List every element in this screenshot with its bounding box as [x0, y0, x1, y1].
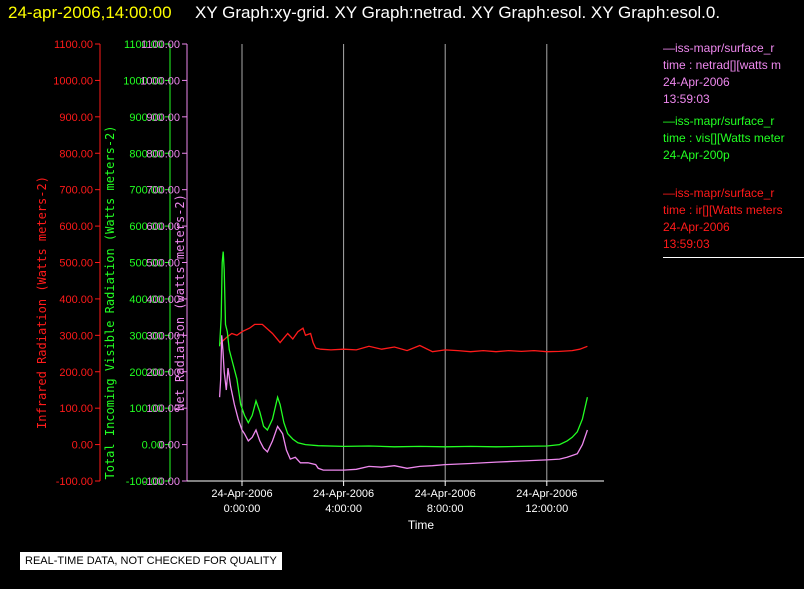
legend-timestamp: 13:59:03 [663, 92, 710, 106]
ir-tick-label: 400.00 [59, 294, 93, 306]
x-tick-date: 24-Apr-2006 [211, 488, 272, 500]
x-tick-date: 24-Apr-2006 [313, 488, 374, 500]
net-tick-label: 500.00 [146, 258, 180, 270]
ir-tick-label: 900.00 [59, 112, 93, 124]
net-tick-label: 100.00 [146, 403, 180, 415]
net-tick-label: -100.00 [143, 476, 180, 488]
vis-tick-label: 800.00 [129, 148, 163, 160]
x-tick-time: 0:00:00 [224, 503, 261, 515]
x-axis-title: Time [408, 518, 435, 532]
vis-tick-label: 400.00 [129, 294, 163, 306]
vis-axis-label: Total Incoming Visible Radiation (Watts … [103, 125, 117, 479]
net-series-line [218, 335, 589, 471]
x-tick-date: 24-Apr-2006 [516, 488, 577, 500]
vis-tick-label: 500.00 [129, 258, 163, 270]
legend-timestamp: 24-Apr-200p [663, 148, 730, 162]
ir-tick-label: 1000.00 [53, 75, 93, 87]
net-axis-label: Net Radiation (watts meters-2) [173, 194, 187, 411]
vis-tick-label: 1100.00 [124, 39, 163, 51]
x-tick-time: 8:00:00 [427, 503, 464, 515]
ir-series-line [219, 323, 588, 353]
vis-series-line [218, 251, 589, 448]
net-tick-label: 900.00 [146, 112, 180, 124]
legend-timestamp: 24-Apr-2006 [663, 220, 730, 234]
vis-tick-label: 600.00 [129, 221, 163, 233]
legend-variable: time : ir[][Watts meters [663, 203, 783, 217]
ir-tick-label: 200.00 [59, 367, 93, 379]
vis-tick-label: 700.00 [129, 185, 163, 197]
legend-variable: time : vis[][Watts meter [663, 131, 785, 145]
vis-tick-label: 0.00 [142, 440, 163, 452]
title-bar: 24-apr-2006,14:00:00 XY Graph:xy-grid. X… [0, 0, 804, 28]
timestamp-label: 24-apr-2006,14:00:00 [8, 3, 172, 22]
net-tick-label: 1000.00 [140, 75, 180, 87]
legend-timestamp: 24-Apr-2006 [663, 75, 730, 89]
vis-tick-label: 900.00 [129, 112, 163, 124]
legend-variable: time : netrad[][watts m [663, 58, 782, 72]
net-tick-label: 200.00 [146, 367, 180, 379]
legend-source: —iss-mapr/surface_r [663, 41, 775, 55]
ir-tick-label: 100.00 [59, 403, 93, 415]
ir-tick-label: 500.00 [59, 258, 93, 270]
legend-divider [663, 257, 804, 258]
vis-tick-label: 1000.00 [123, 75, 163, 87]
ir-tick-label: 0.00 [72, 440, 93, 452]
ir-tick-label: 300.00 [59, 330, 93, 342]
legend-timestamp: 13:59:03 [663, 237, 710, 251]
ir-tick-label: 1100.00 [54, 39, 93, 51]
ir-tick-label: -100.00 [56, 476, 93, 488]
vis-tick-label: 300.00 [129, 330, 163, 342]
ir-tick-label: 600.00 [59, 221, 93, 233]
ir-tick-label: 700.00 [59, 185, 93, 197]
legend-source: —iss-mapr/surface_r [663, 186, 775, 200]
net-tick-label: 700.00 [146, 185, 180, 197]
ir-tick-label: 800.00 [59, 148, 93, 160]
x-tick-time: 4:00:00 [325, 503, 362, 515]
vis-tick-label: -100.00 [126, 476, 163, 488]
graph-list-label: XY Graph:xy-grid. XY Graph:netrad. XY Gr… [195, 3, 721, 22]
vis-tick-label: 100.00 [129, 403, 163, 415]
net-tick-label: 1100.00 [141, 39, 180, 51]
x-tick-time: 12:00:00 [525, 503, 568, 515]
net-tick-label: 0.00 [159, 440, 180, 452]
quality-disclaimer: REAL-TIME DATA, NOT CHECKED FOR QUALITY [19, 551, 283, 571]
legend-source: —iss-mapr/surface_r [663, 114, 775, 128]
net-tick-label: 400.00 [146, 294, 180, 306]
x-tick-date: 24-Apr-2006 [415, 488, 476, 500]
net-tick-label: 800.00 [146, 148, 180, 160]
ir-axis-label: Infrared Radiation (Watts meters-2) [35, 176, 49, 429]
net-tick-label: 300.00 [146, 330, 180, 342]
vis-tick-label: 200.00 [129, 367, 163, 379]
net-tick-label: 600.00 [146, 221, 180, 233]
